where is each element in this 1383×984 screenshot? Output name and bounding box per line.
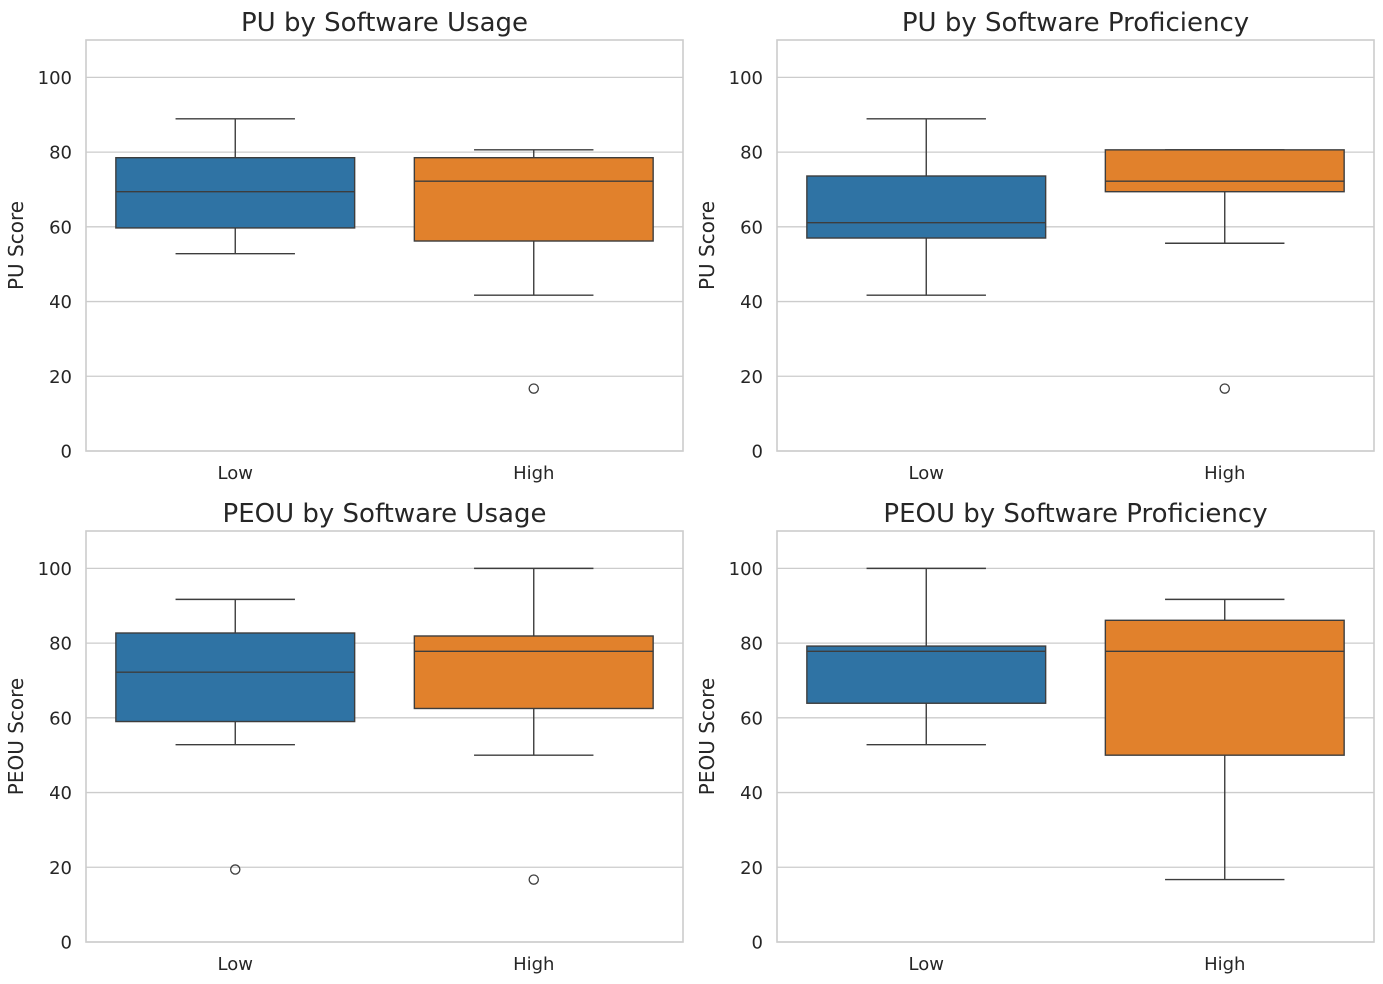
axes-frame [85, 530, 684, 943]
y-tick-label: 100 [729, 68, 763, 89]
outlier-point [1219, 383, 1231, 394]
iqr-box [806, 175, 1047, 239]
iqr-box [115, 632, 356, 723]
panel-title: PEOU by Software Usage [223, 499, 547, 529]
y-tick-label: 0 [61, 933, 72, 954]
panel-pu-proficiency: 0 20 40 60 80 100 Low High PU by Software Profic… [695, 8, 1375, 484]
iqr-box [1104, 619, 1345, 756]
y-tick-label: 0 [752, 442, 763, 463]
axes-frame [85, 39, 684, 452]
y-axis-label: PEOU Score [695, 678, 719, 795]
y-tick-label: 20 [49, 367, 72, 388]
x-tick-label: High [513, 954, 554, 975]
box-low [806, 118, 1047, 296]
iqr-box [413, 635, 654, 710]
y-tick-label: 60 [49, 708, 72, 729]
axes-frame [776, 530, 1375, 943]
outlier-point [528, 383, 540, 394]
y-axis-label: PEOU Score [4, 678, 28, 795]
box-high [1104, 598, 1345, 881]
panel-title: PU by Software Proficiency [902, 8, 1249, 38]
box-low [115, 598, 356, 875]
box-high [413, 149, 654, 394]
y-axis-label: PU Score [695, 201, 719, 290]
y-tick-label: 20 [740, 858, 763, 879]
x-tick-label: Low [909, 463, 944, 484]
y-tick-label: 100 [38, 559, 72, 580]
iqr-box [115, 156, 356, 229]
panel-peou-usage: 0 20 40 60 80 100 Low High PEOU by Software Usag… [4, 499, 684, 975]
y-axis-label: PU Score [4, 201, 28, 290]
box-low [806, 567, 1047, 746]
panel-title: PEOU by Software Proficiency [883, 499, 1267, 529]
y-tick-label: 80 [740, 634, 763, 655]
y-tick-label: 60 [49, 217, 72, 238]
box-high [1104, 149, 1345, 394]
y-tick-label: 100 [38, 68, 72, 89]
axes-frame [776, 39, 1375, 452]
outlier-point [229, 864, 241, 875]
x-tick-label: High [1204, 954, 1245, 975]
y-tick-label: 80 [49, 143, 72, 164]
x-tick-label: High [513, 463, 554, 484]
x-tick-label: Low [218, 463, 253, 484]
y-tick-label: 40 [740, 292, 763, 313]
y-tick-label: 0 [61, 442, 72, 463]
y-tick-label: 40 [740, 783, 763, 804]
panel-peou-proficiency: 0 20 40 60 80 100 Low High PEOU by Software Prof… [695, 499, 1375, 975]
y-tick-label: 40 [49, 783, 72, 804]
y-tick-label: 80 [740, 143, 763, 164]
panel-pu-usage: 0 20 40 60 80 100 Low High PU by Software Usage P… [4, 8, 684, 484]
y-tick-label: 80 [49, 634, 72, 655]
box-low [115, 118, 356, 255]
y-tick-label: 60 [740, 217, 763, 238]
x-tick-label: Low [218, 954, 253, 975]
y-tick-label: 60 [740, 708, 763, 729]
iqr-box [806, 645, 1047, 704]
y-tick-label: 100 [729, 559, 763, 580]
iqr-box [413, 156, 654, 242]
panel-title: PU by Software Usage [241, 8, 528, 38]
x-tick-label: High [1204, 463, 1245, 484]
x-tick-label: Low [909, 954, 944, 975]
y-tick-label: 40 [49, 292, 72, 313]
y-tick-label: 20 [49, 858, 72, 879]
outlier-point [528, 874, 540, 885]
iqr-box [1104, 149, 1345, 193]
y-tick-label: 20 [740, 367, 763, 388]
y-tick-label: 0 [752, 933, 763, 954]
box-high [413, 567, 654, 885]
